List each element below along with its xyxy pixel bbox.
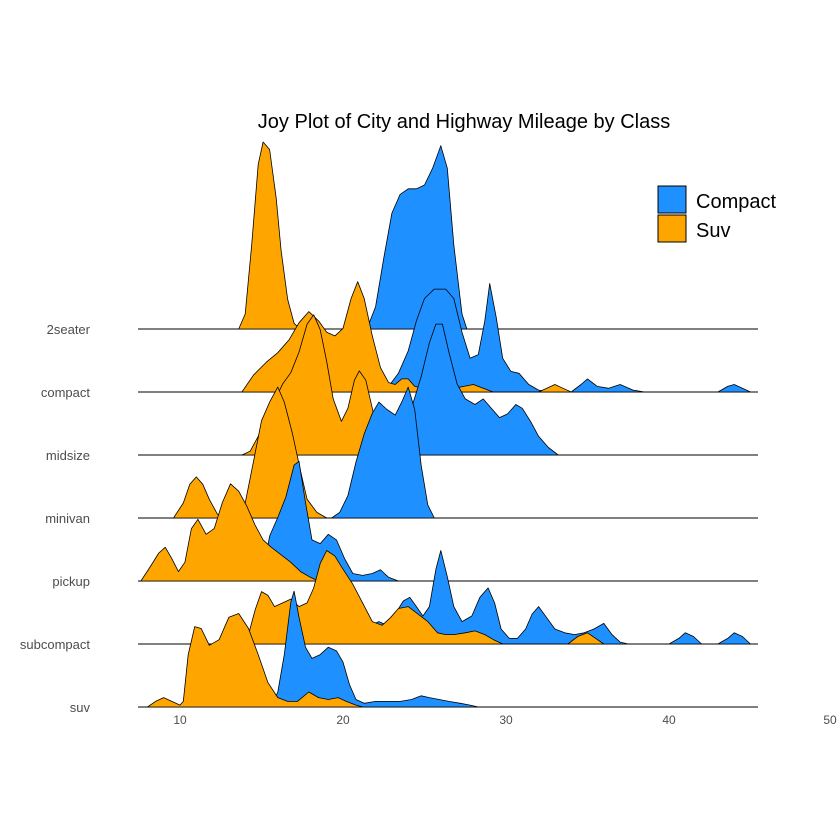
legend-label-compact: Compact <box>696 191 776 213</box>
x-tick-30: 30 <box>499 713 513 727</box>
ridges-group <box>138 141 758 708</box>
density-compact-suv <box>270 590 479 708</box>
legend-swatch-suv <box>657 214 687 243</box>
y-label-midsize: midsize <box>46 448 90 463</box>
legend-swatch-compact <box>657 185 687 214</box>
density-compact-pickup <box>261 460 399 582</box>
density-suv-pickup <box>140 483 319 582</box>
y-label-compact: compact <box>41 385 91 400</box>
ridge-suv <box>138 590 758 708</box>
density-compact-subcompact <box>363 550 751 645</box>
y-label-minivan: minivan <box>45 511 90 526</box>
density-compact-minivan <box>331 386 435 519</box>
density-suv-subcompact <box>241 550 605 645</box>
ridge-minivan <box>138 386 758 519</box>
x-tick-40: 40 <box>662 713 676 727</box>
legend-label-suv: Suv <box>696 220 730 242</box>
density-suv-suv <box>147 613 363 708</box>
x-axis-tick-labels: 10 20 30 40 50 <box>173 713 837 727</box>
density-compact-compact <box>375 283 751 393</box>
y-label-suv: suv <box>70 700 91 715</box>
density-compact-midsize <box>391 323 559 456</box>
x-tick-50: 50 <box>823 713 837 727</box>
y-axis-labels: 2seater compact midsize minivan pickup subcom… <box>20 322 91 715</box>
ridge-pickup <box>138 460 758 582</box>
ridge-2seater <box>138 141 758 330</box>
x-tick-20: 20 <box>336 713 350 727</box>
legend: Compact Suv <box>657 185 776 243</box>
y-label-subcompact: subcompact <box>20 637 90 652</box>
density-suv-minivan <box>173 386 328 519</box>
x-tick-10: 10 <box>173 713 187 727</box>
y-label-pickup: pickup <box>52 574 90 589</box>
density-suv-2seater <box>238 141 301 330</box>
chart-title: Joy Plot of City and Highway Mileage by … <box>258 111 670 133</box>
y-label-2seater: 2seater <box>47 322 91 337</box>
density-compact-2seater <box>362 145 468 330</box>
